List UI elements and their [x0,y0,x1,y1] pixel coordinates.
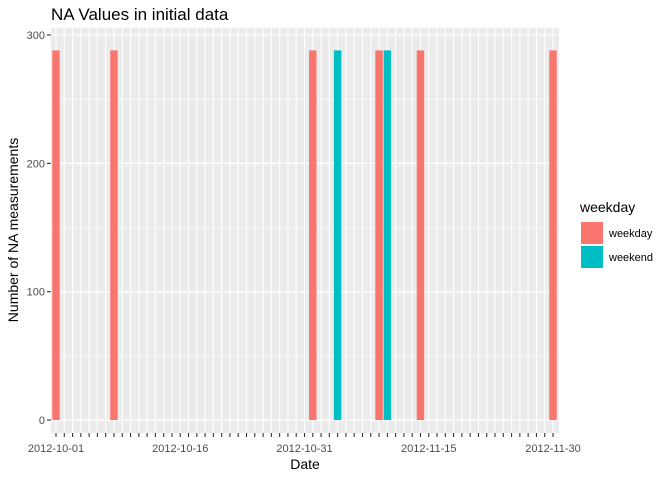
bar-weekend [333,50,342,421]
bar-weekday [309,50,317,421]
bar-weekday [375,50,383,421]
x-tick-label: 2012-10-01 [28,443,84,455]
legend-swatch-weekend [581,246,603,268]
bar-weekday [549,50,557,421]
legend: weekday weekday weekend [579,199,653,268]
y-tick-label: 100 [27,287,45,299]
legend-swatch-weekday [581,222,603,244]
legend-label-weekday: weekday [608,228,653,240]
y-tick-label: 0 [39,415,45,427]
bar-weekday [52,50,60,421]
bar-weekday [110,50,118,421]
legend-label-weekend: weekend [608,252,653,264]
bar-weekday [416,50,425,421]
x-axis-label: Date [290,456,320,472]
legend-title: weekday [579,199,635,215]
bar-weekend [383,50,392,421]
y-tick-label: 200 [27,158,45,170]
y-axis-ticks: 0 100 200 300 [27,30,51,427]
x-tick-label: 2012-11-15 [401,443,456,455]
y-tick-label: 300 [27,30,45,42]
x-axis-ticks: 2012-10-01 2012-10-16 2012-10-31 2012-11-15… [28,433,581,455]
chart-title: NA Values in initial data [51,5,229,24]
y-axis-label: Number of NA measurements [5,138,21,322]
bar-group [52,50,557,421]
x-tick-label: 2012-10-31 [276,443,332,455]
x-tick-label: 2012-11-30 [525,443,580,455]
x-tick-label: 2012-10-16 [152,443,208,455]
